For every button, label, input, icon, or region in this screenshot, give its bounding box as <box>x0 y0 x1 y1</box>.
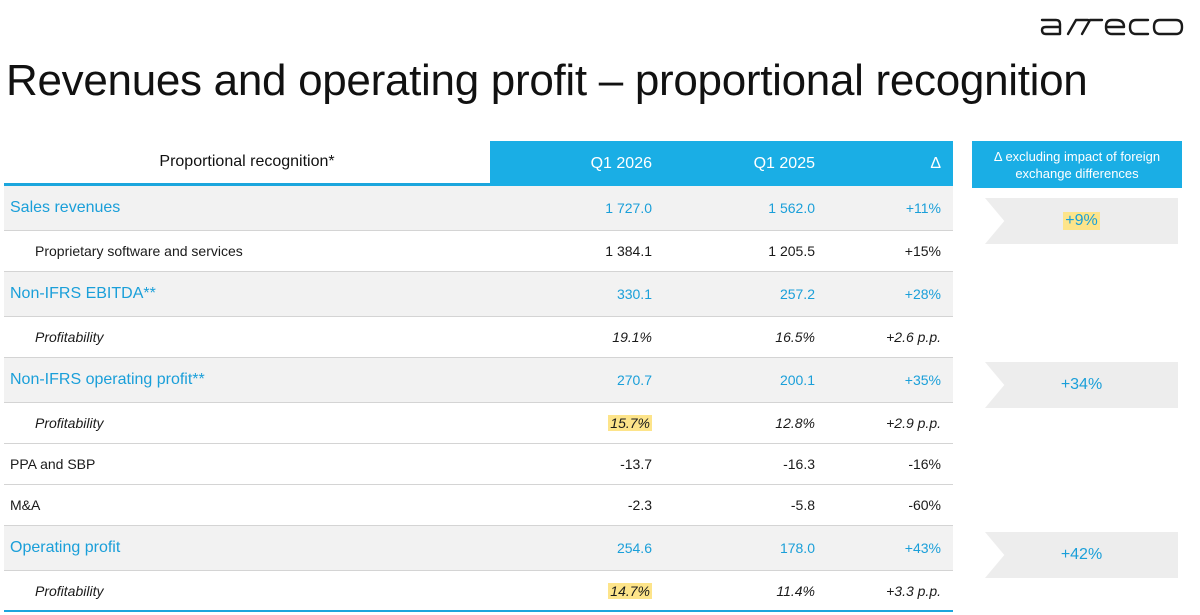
cell-q1-2025: 178.0 <box>779 540 815 556</box>
header-delta: Δ <box>831 141 953 186</box>
cell-q1-2026: -2.3 <box>627 497 652 513</box>
cell-delta: +2.6 p.p. <box>886 329 941 345</box>
cell-q1-2026: 330.1 <box>616 286 652 302</box>
row-label: Profitability <box>35 329 104 345</box>
cell-delta: +28% <box>904 286 941 302</box>
cell-delta: -60% <box>908 497 941 513</box>
cell-delta: -16% <box>908 456 941 472</box>
cell-q1-2025: 11.4% <box>776 582 815 599</box>
cell-q1-2025: -16.3 <box>783 456 815 472</box>
cell-q1-2025: 12.8% <box>775 415 815 431</box>
table-row: Proprietary software and services 1 384.… <box>4 231 953 272</box>
cell-q1-2025: 1 205.5 <box>768 243 815 259</box>
table-row: M&A -2.3 -5.8 -60% <box>4 485 953 526</box>
cell-q1-2026: 1 384.1 <box>605 243 652 259</box>
cell-q1-2026: 1 727.0 <box>605 200 652 216</box>
cell-delta: +15% <box>904 243 941 259</box>
cell-q1-2026: 15.7% <box>490 415 668 431</box>
highlighted-value: 14.7% <box>608 582 652 599</box>
cell-q1-2025: 200.1 <box>779 372 815 388</box>
header-label: Proportional recognition* <box>4 141 490 186</box>
table-row: Profitability 19.1% 16.5% +2.6 p.p. <box>4 317 953 358</box>
cell-q1-2026: 19.1% <box>612 329 652 345</box>
fx-adjusted-header: Δ excluding impact of foreign exchange d… <box>972 141 1182 188</box>
table-row: Non-IFRS EBITDA** 330.1 257.2 +28% <box>4 272 953 317</box>
fx-adjusted-operating-profit-tag: +42% <box>985 532 1178 578</box>
row-label: M&A <box>10 497 41 513</box>
financial-table: Proportional recognition* Q1 2026 Q1 202… <box>4 141 953 612</box>
table-row: Profitability 15.7% 12.8% +2.9 p.p. <box>4 403 953 444</box>
highlighted-value: 15.7% <box>608 415 652 431</box>
header-q1-2025: Q1 2025 <box>668 141 831 186</box>
table-row: Profitability 14.7% 11.4% +3.3 p.p. <box>4 571 953 612</box>
row-label: Non-IFRS operating profit** <box>10 371 205 388</box>
fx-adjusted-operating-profit-value: +42% <box>1060 546 1103 563</box>
table-row: Operating profit 254.6 178.0 +43% <box>4 526 953 571</box>
cell-q1-2025: 16.5% <box>775 329 815 345</box>
table-row: Non-IFRS operating profit** 270.7 200.1 … <box>4 358 953 403</box>
fx-adjusted-operating-value: +34% <box>1060 376 1103 393</box>
cell-delta: +2.9 p.p. <box>886 415 941 431</box>
fx-adjusted-sales-tag: +9% <box>985 198 1178 244</box>
cell-q1-2026: 270.7 <box>616 372 652 388</box>
cell-delta: +43% <box>904 540 941 556</box>
row-label: Proprietary software and services <box>35 243 243 259</box>
page-title: Revenues and operating profit – proporti… <box>6 56 1088 105</box>
cell-q1-2026: 254.6 <box>616 540 652 556</box>
row-label: Profitability <box>35 582 104 599</box>
row-label: Profitability <box>35 415 104 431</box>
fx-adjusted-operating-tag: +34% <box>985 362 1178 408</box>
row-label: PPA and SBP <box>10 456 96 472</box>
cell-q1-2025: 1 562.0 <box>768 200 815 216</box>
table-row: PPA and SBP -13.7 -16.3 -16% <box>4 444 953 485</box>
row-label: Operating profit <box>10 539 121 556</box>
row-label: Sales revenues <box>10 199 121 216</box>
table-row: Sales revenues 1 727.0 1 562.0 +11% <box>4 186 953 231</box>
asseco-logo <box>1040 18 1184 36</box>
cell-q1-2026: -13.7 <box>620 456 652 472</box>
row-label: Non-IFRS EBITDA** <box>10 285 156 302</box>
table-header: Proportional recognition* Q1 2026 Q1 202… <box>4 141 953 186</box>
cell-delta: +3.3 p.p. <box>886 582 941 599</box>
cell-q1-2025: 257.2 <box>779 286 815 302</box>
cell-q1-2025: -5.8 <box>790 497 815 513</box>
cell-delta: +11% <box>905 200 941 216</box>
cell-q1-2026: 14.7% <box>490 582 668 599</box>
header-q1-2026: Q1 2026 <box>490 141 668 186</box>
cell-delta: +35% <box>904 372 941 388</box>
fx-adjusted-sales-value: +9% <box>1063 212 1100 230</box>
